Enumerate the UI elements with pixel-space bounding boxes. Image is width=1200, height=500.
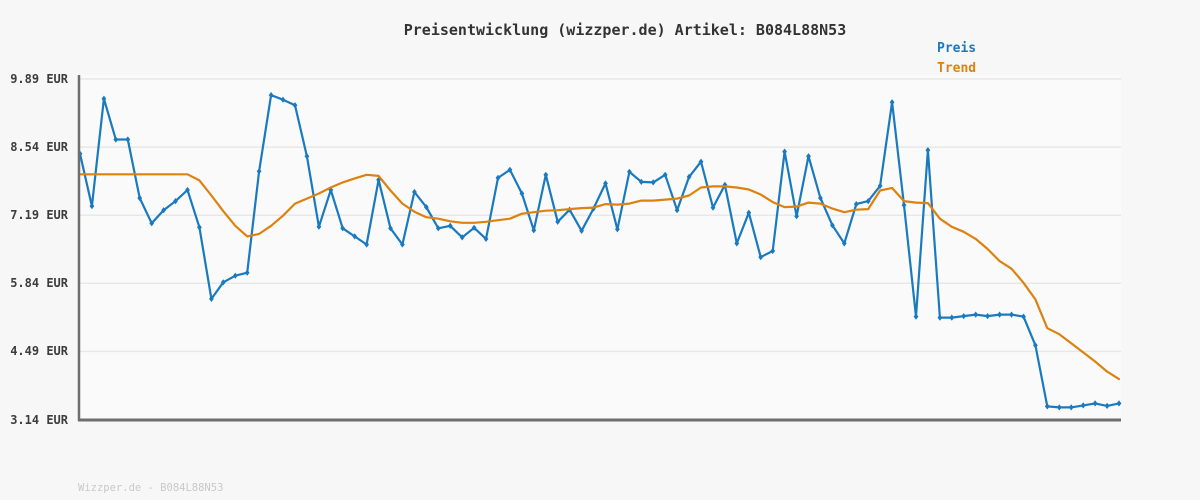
y-axis-tick-label: 3.14 EUR [10, 412, 68, 427]
legend-item-preis: Preis [937, 41, 977, 56]
gridlines [78, 78, 1121, 353]
trend-line [78, 173, 1121, 381]
y-axis-tick-label: 9.89 EUR [10, 72, 68, 86]
y-axis-tick-label: 4.49 EUR [10, 344, 68, 359]
chart-legend: Preis Trend [937, 39, 976, 79]
y-axis-tick-label: 7.19 EUR [10, 208, 68, 223]
y-axis-tick-label: 8.54 EUR [10, 140, 68, 155]
plot-background [78, 75, 1121, 420]
axis-spines [77, 75, 1121, 422]
chart-title: Preisentwicklung (wizzper.de) Artikel: B… [403, 21, 847, 39]
watermark-text: Wizzper.de - B084L88N53 [78, 482, 224, 494]
price-line [78, 93, 1121, 409]
y-axis-tick-label: 5.84 EUR [10, 276, 68, 291]
legend-item-trend: Trend [937, 61, 977, 76]
